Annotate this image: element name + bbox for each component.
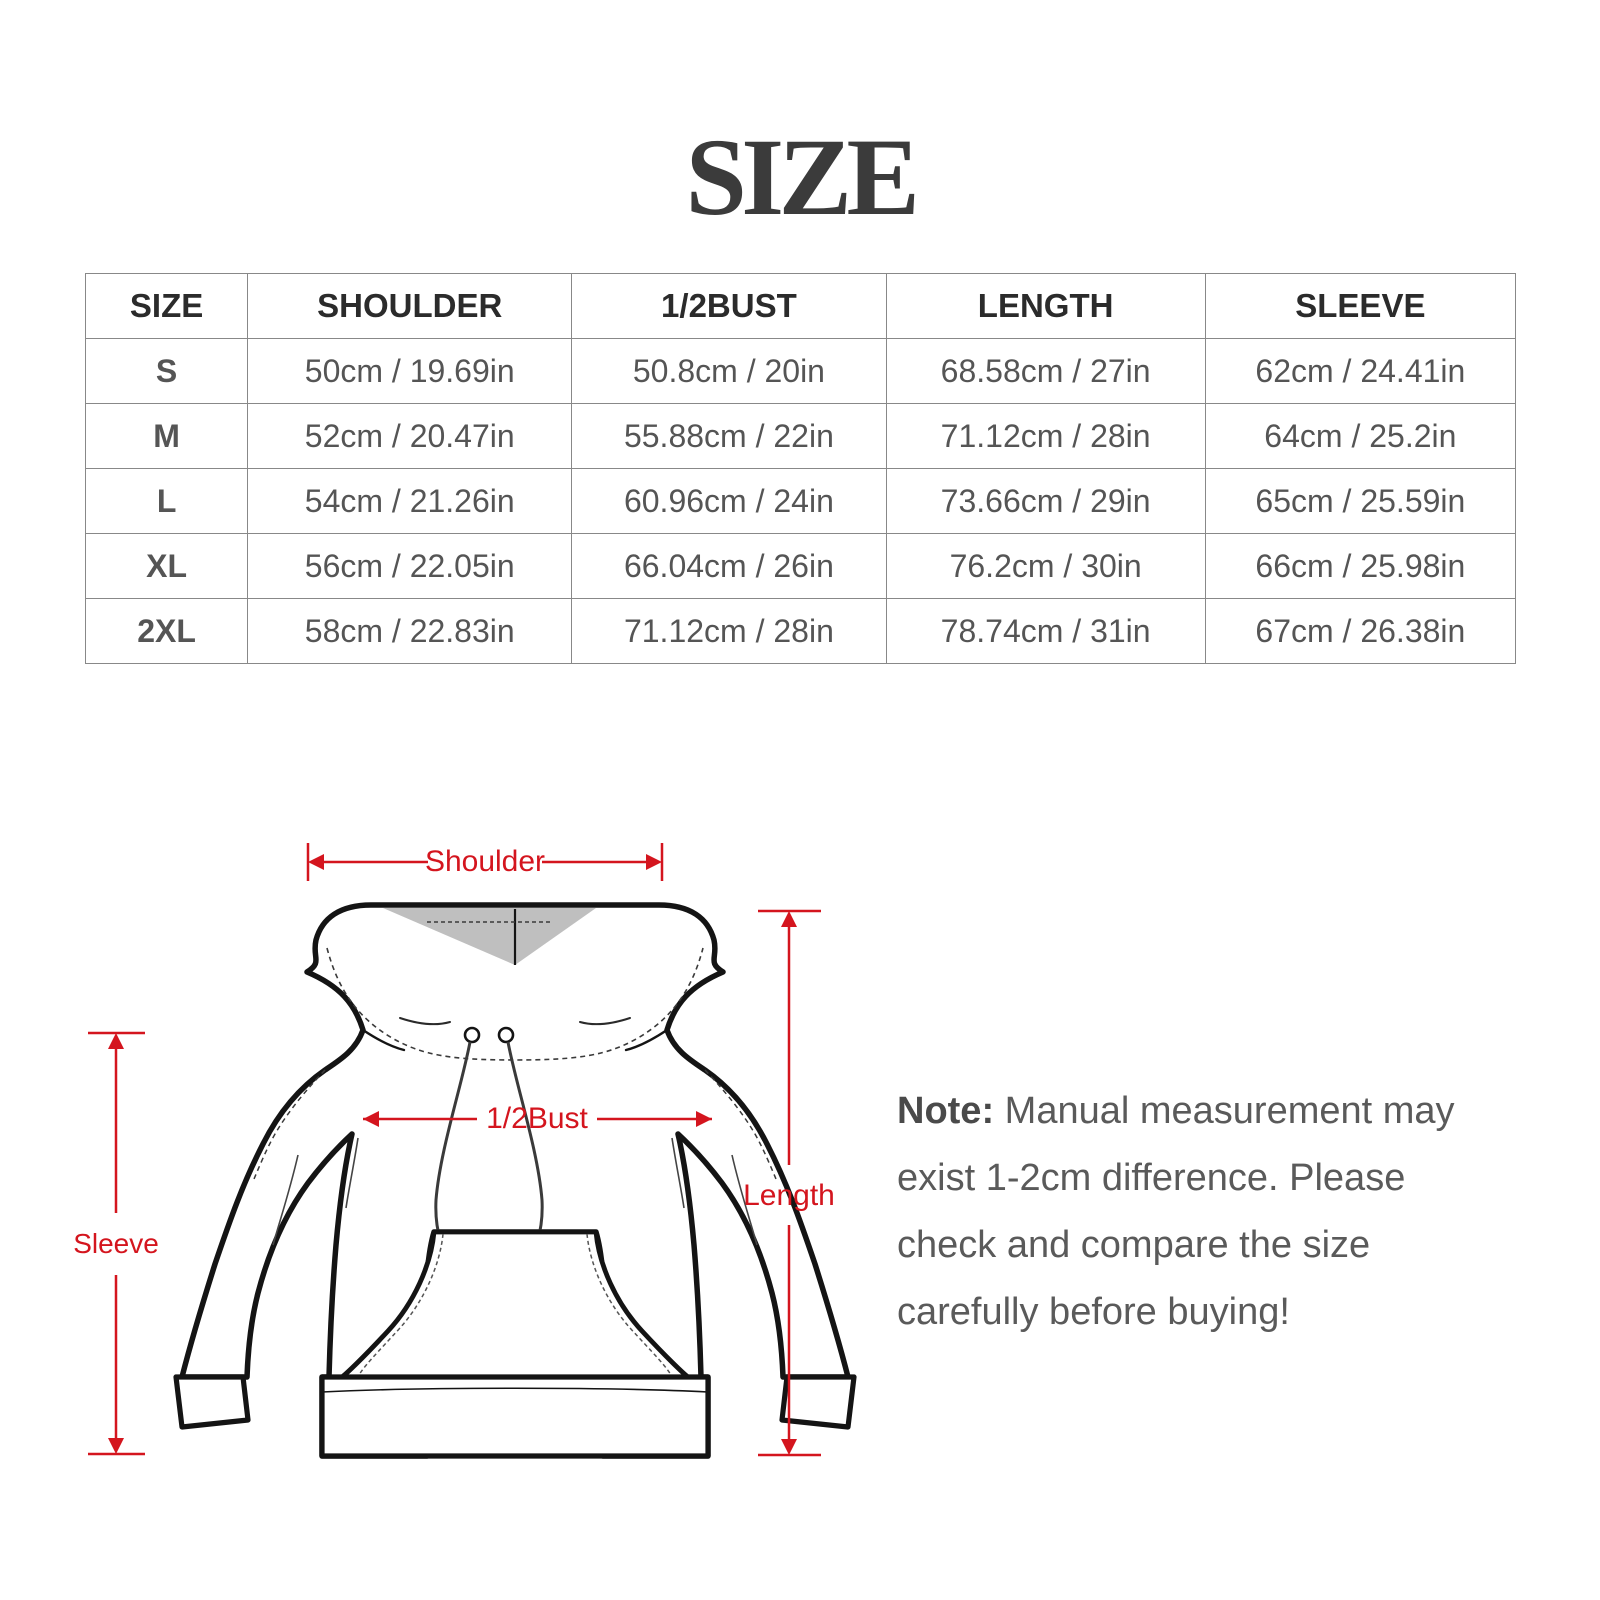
svg-text:Shoulder: Shoulder	[425, 845, 545, 878]
svg-text:Length: Length	[743, 1179, 835, 1212]
svg-text:Sleeve: Sleeve	[73, 1228, 159, 1259]
svg-text:1/2Bust: 1/2Bust	[486, 1102, 588, 1135]
